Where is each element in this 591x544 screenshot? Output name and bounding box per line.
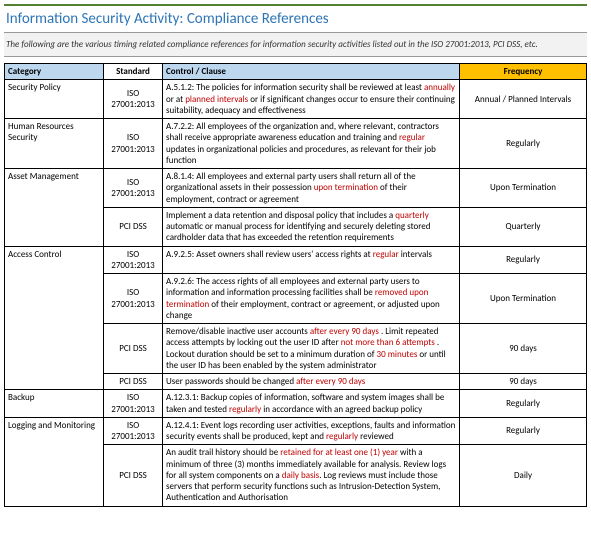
table-row: Asset ManagementISO 27001:2013A.8.1.4: A… [5,169,587,208]
cell-frequency: Regularly [460,417,587,445]
highlight-text: annually [424,82,455,93]
cell-control: A.5.1.2: The policies for information se… [163,80,460,119]
cell-frequency: Upon Termination [460,274,587,324]
cell-standard: ISO 27001:2013 [104,80,163,119]
highlight-text: regularly [229,404,261,415]
cell-frequency: Daily [460,445,587,506]
highlight-text: daily basis [282,470,319,481]
table-row: Human Resources SecurityISO 27001:2013A.… [5,119,587,169]
cell-frequency: Regularly [460,390,587,418]
cell-control: A.9.2.6: The access rights of all employ… [163,274,460,324]
highlight-text: removed upon termination [166,287,428,309]
cell-frequency: Quarterly [460,207,587,246]
cell-standard: ISO 27001:2013 [104,119,163,169]
highlight-text: planned intervals [185,94,248,105]
highlight-text: retained for at least one (1) year [280,447,398,458]
cell-category: Security Policy [5,80,104,119]
page-subtitle: The following are the various timing rel… [4,33,587,57]
highlight-text: upon termination [314,182,378,193]
compliance-table: Category Standard Control / Clause Frequ… [4,63,587,507]
col-standard: Standard [104,64,163,80]
table-row: BackupISO 27001:2013A.12.3.1: Backup cop… [5,390,587,418]
cell-frequency: Regularly [460,246,587,274]
cell-control: Implement a data retention and disposal … [163,207,460,246]
highlight-text: regular [399,132,425,143]
cell-standard: PCI DSS [104,374,163,390]
cell-frequency: 90 days [460,374,587,390]
highlight-text: not more than 6 attempts [341,337,437,348]
cell-control: A.12.3.1: Backup copies of information, … [163,390,460,418]
cell-control: An audit trail history should be retaine… [163,445,460,506]
table-row: Security PolicyISO 27001:2013A.5.1.2: Th… [5,80,587,119]
highlight-text: regular [373,249,399,260]
cell-control: A.7.2.2: All employees of the organizati… [163,119,460,169]
page-title: Information Security Activity: Complianc… [4,4,587,33]
cell-control: User passwords should be changed after e… [163,374,460,390]
col-control: Control / Clause [163,64,460,80]
cell-category: Human Resources Security [5,119,104,169]
cell-category: Access Control [5,246,104,390]
cell-frequency: Annual / Planned Intervals [460,80,587,119]
cell-standard: ISO 27001:2013 [104,274,163,324]
cell-category: Backup [5,390,104,418]
cell-control: Remove/disable inactive user accounts af… [163,324,460,374]
cell-control: A.9.2.5: Asset owners shall review users… [163,246,460,274]
cell-frequency: Upon Termination [460,169,587,208]
cell-category: Logging and Monitoring [5,417,104,506]
cell-category: Asset Management [5,169,104,247]
highlight-text: quarterly [395,210,429,221]
table-header-row: Category Standard Control / Clause Frequ… [5,64,587,80]
cell-standard: ISO 27001:2013 [104,417,163,445]
cell-standard: ISO 27001:2013 [104,390,163,418]
col-category: Category [5,64,104,80]
table-row: Logging and MonitoringISO 27001:2013A.12… [5,417,587,445]
cell-control: A.8.1.4: All employees and external part… [163,169,460,208]
cell-standard: PCI DSS [104,445,163,506]
cell-frequency: Regularly [460,119,587,169]
table-row: Access ControlISO 27001:2013A.9.2.5: Ass… [5,246,587,274]
highlight-text: after every 90 days [310,326,381,337]
highlight-text: after every 90 days [296,376,365,387]
cell-standard: PCI DSS [104,324,163,374]
cell-control: A.12.4.1: Event logs recording user acti… [163,417,460,445]
col-frequency: Frequency [460,64,587,80]
cell-standard: ISO 27001:2013 [104,169,163,208]
cell-frequency: 90 days [460,324,587,374]
cell-standard: ISO 27001:2013 [104,246,163,274]
cell-standard: PCI DSS [104,207,163,246]
highlight-text: 30 minutes [377,349,420,360]
highlight-text: regularly [326,431,358,442]
